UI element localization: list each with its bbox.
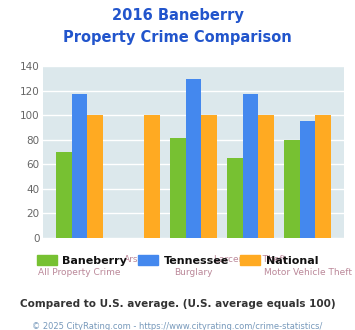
Bar — [87, 115, 103, 238]
Bar — [284, 140, 300, 238]
Bar — [72, 94, 87, 238]
Bar — [186, 80, 201, 238]
Bar — [315, 115, 331, 238]
Text: Burglary: Burglary — [174, 269, 213, 278]
Bar — [300, 121, 315, 238]
Bar — [258, 115, 274, 238]
Text: 2016 Baneberry: 2016 Baneberry — [111, 8, 244, 23]
Bar — [243, 94, 258, 238]
Text: Motor Vehicle Theft: Motor Vehicle Theft — [263, 269, 351, 278]
Bar — [170, 138, 186, 238]
Text: © 2025 CityRating.com - https://www.cityrating.com/crime-statistics/: © 2025 CityRating.com - https://www.city… — [32, 322, 323, 330]
Bar — [56, 152, 72, 238]
Bar — [201, 115, 217, 238]
Text: All Property Crime: All Property Crime — [38, 269, 121, 278]
Text: Property Crime Comparison: Property Crime Comparison — [63, 30, 292, 45]
Bar — [144, 115, 159, 238]
Text: Compared to U.S. average. (U.S. average equals 100): Compared to U.S. average. (U.S. average … — [20, 299, 335, 309]
Legend: Baneberry, Tennessee, National: Baneberry, Tennessee, National — [32, 250, 323, 270]
Text: Arson: Arson — [124, 255, 149, 264]
Bar — [228, 158, 243, 238]
Text: Larceny & Theft: Larceny & Theft — [214, 255, 286, 264]
